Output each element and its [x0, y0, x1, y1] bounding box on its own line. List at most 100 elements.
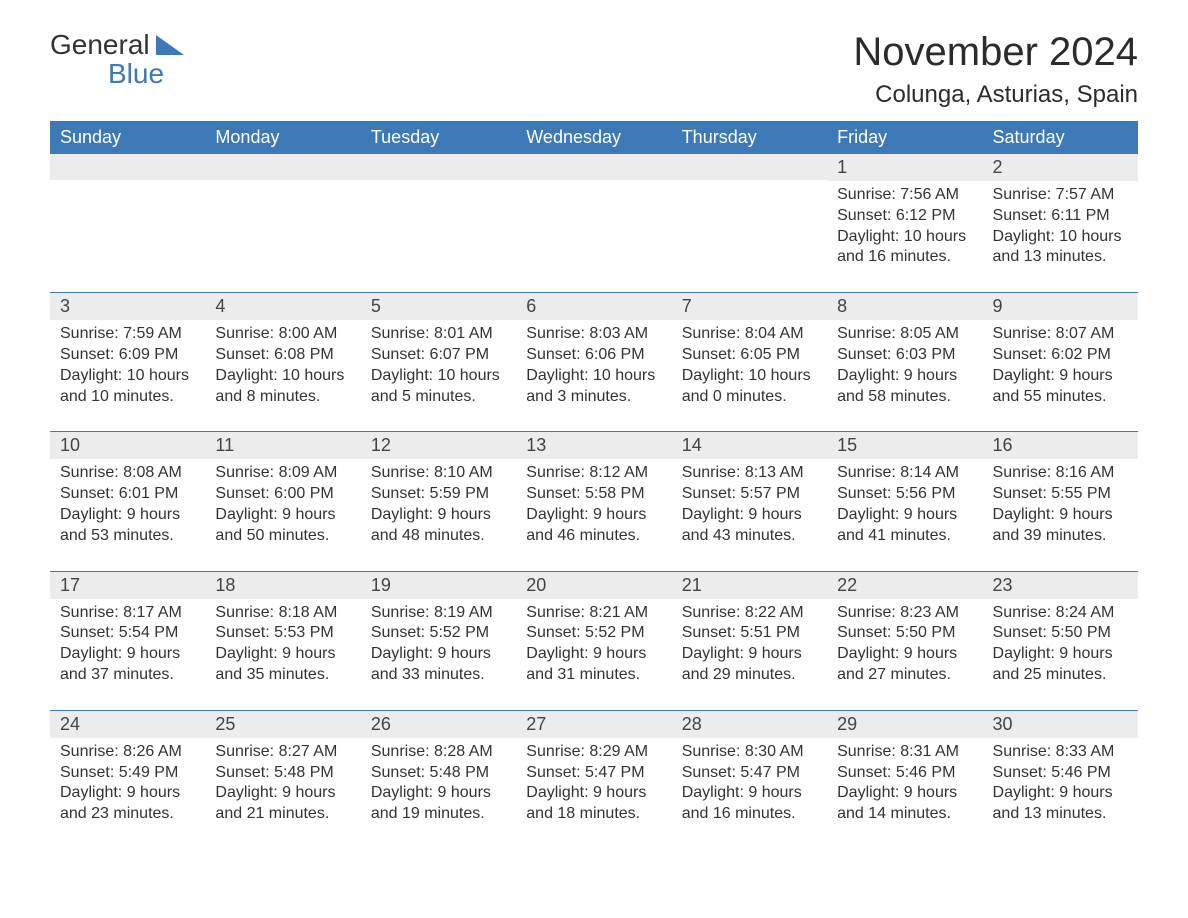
day-body: Sunrise: 7:57 AMSunset: 6:11 PMDaylight:…	[983, 181, 1138, 268]
calendar-cell: 28Sunrise: 8:30 AMSunset: 5:47 PMDayligh…	[672, 710, 827, 849]
sunrise-line: Sunrise: 8:13 AM	[682, 463, 817, 484]
logo-text-2: Blue	[50, 59, 184, 88]
sunrise-line: Sunrise: 8:12 AM	[526, 463, 661, 484]
day-header: Friday	[827, 121, 982, 154]
day-body-empty	[361, 180, 516, 260]
sunset-line: Sunset: 5:54 PM	[60, 623, 195, 644]
calendar-cell: 14Sunrise: 8:13 AMSunset: 5:57 PMDayligh…	[672, 432, 827, 571]
day-body: Sunrise: 8:16 AMSunset: 5:55 PMDaylight:…	[983, 459, 1138, 546]
daynum: 17	[50, 572, 205, 599]
header: General Blue November 2024 Colunga, Astu…	[50, 30, 1138, 109]
day-body: Sunrise: 8:26 AMSunset: 5:49 PMDaylight:…	[50, 738, 205, 825]
day-body: Sunrise: 8:17 AMSunset: 5:54 PMDaylight:…	[50, 599, 205, 686]
daylight-line: Daylight: 9 hours and 23 minutes.	[60, 783, 195, 825]
daynum: 27	[516, 711, 671, 738]
daynum: 9	[983, 293, 1138, 320]
sunset-line: Sunset: 5:46 PM	[993, 763, 1128, 784]
daynum-empty	[50, 154, 205, 180]
daylight-line: Daylight: 9 hours and 31 minutes.	[526, 644, 661, 686]
calendar-cell: 5Sunrise: 8:01 AMSunset: 6:07 PMDaylight…	[361, 293, 516, 432]
day-body: Sunrise: 8:29 AMSunset: 5:47 PMDaylight:…	[516, 738, 671, 825]
location: Colunga, Asturias, Spain	[853, 81, 1138, 109]
daylight-line: Daylight: 9 hours and 35 minutes.	[215, 644, 350, 686]
day-body-empty	[516, 180, 671, 260]
calendar-cell: 12Sunrise: 8:10 AMSunset: 5:59 PMDayligh…	[361, 432, 516, 571]
sunrise-line: Sunrise: 7:59 AM	[60, 324, 195, 345]
daynum: 22	[827, 572, 982, 599]
calendar-cell	[516, 154, 671, 293]
calendar-week-row: 24Sunrise: 8:26 AMSunset: 5:49 PMDayligh…	[50, 710, 1138, 849]
daynum: 25	[205, 711, 360, 738]
calendar-cell: 21Sunrise: 8:22 AMSunset: 5:51 PMDayligh…	[672, 571, 827, 710]
sunset-line: Sunset: 5:46 PM	[837, 763, 972, 784]
sunrise-line: Sunrise: 7:56 AM	[837, 185, 972, 206]
daylight-line: Daylight: 9 hours and 25 minutes.	[993, 644, 1128, 686]
daynum: 6	[516, 293, 671, 320]
daylight-line: Daylight: 9 hours and 19 minutes.	[371, 783, 506, 825]
daylight-line: Daylight: 10 hours and 0 minutes.	[682, 366, 817, 408]
daynum-empty	[516, 154, 671, 180]
daylight-line: Daylight: 9 hours and 39 minutes.	[993, 505, 1128, 547]
sunset-line: Sunset: 5:53 PM	[215, 623, 350, 644]
day-header: Wednesday	[516, 121, 671, 154]
calendar-week-row: 1Sunrise: 7:56 AMSunset: 6:12 PMDaylight…	[50, 154, 1138, 293]
daylight-line: Daylight: 9 hours and 14 minutes.	[837, 783, 972, 825]
sunset-line: Sunset: 5:52 PM	[526, 623, 661, 644]
sunset-line: Sunset: 5:47 PM	[526, 763, 661, 784]
calendar-cell: 24Sunrise: 8:26 AMSunset: 5:49 PMDayligh…	[50, 710, 205, 849]
sunset-line: Sunset: 5:50 PM	[993, 623, 1128, 644]
sunset-line: Sunset: 6:03 PM	[837, 345, 972, 366]
sunset-line: Sunset: 6:12 PM	[837, 206, 972, 227]
calendar-cell: 27Sunrise: 8:29 AMSunset: 5:47 PMDayligh…	[516, 710, 671, 849]
daylight-line: Daylight: 9 hours and 58 minutes.	[837, 366, 972, 408]
sunrise-line: Sunrise: 8:31 AM	[837, 742, 972, 763]
day-body: Sunrise: 8:05 AMSunset: 6:03 PMDaylight:…	[827, 320, 982, 407]
logo-triangle-icon	[156, 35, 184, 55]
daynum: 21	[672, 572, 827, 599]
sunset-line: Sunset: 6:01 PM	[60, 484, 195, 505]
sunset-line: Sunset: 6:05 PM	[682, 345, 817, 366]
day-body: Sunrise: 8:00 AMSunset: 6:08 PMDaylight:…	[205, 320, 360, 407]
calendar-cell: 2Sunrise: 7:57 AMSunset: 6:11 PMDaylight…	[983, 154, 1138, 293]
day-body-empty	[672, 180, 827, 260]
daylight-line: Daylight: 9 hours and 48 minutes.	[371, 505, 506, 547]
daynum: 11	[205, 432, 360, 459]
calendar-cell: 19Sunrise: 8:19 AMSunset: 5:52 PMDayligh…	[361, 571, 516, 710]
sunset-line: Sunset: 6:02 PM	[993, 345, 1128, 366]
day-body: Sunrise: 8:23 AMSunset: 5:50 PMDaylight:…	[827, 599, 982, 686]
daylight-line: Daylight: 9 hours and 21 minutes.	[215, 783, 350, 825]
day-body: Sunrise: 7:56 AMSunset: 6:12 PMDaylight:…	[827, 181, 982, 268]
daynum-empty	[672, 154, 827, 180]
day-header: Saturday	[983, 121, 1138, 154]
calendar-body: 1Sunrise: 7:56 AMSunset: 6:12 PMDaylight…	[50, 154, 1138, 849]
sunrise-line: Sunrise: 8:18 AM	[215, 603, 350, 624]
calendar-cell: 22Sunrise: 8:23 AMSunset: 5:50 PMDayligh…	[827, 571, 982, 710]
daylight-line: Daylight: 9 hours and 33 minutes.	[371, 644, 506, 686]
sunrise-line: Sunrise: 8:04 AM	[682, 324, 817, 345]
daynum: 1	[827, 154, 982, 181]
month-title: November 2024	[853, 30, 1138, 75]
sunset-line: Sunset: 5:55 PM	[993, 484, 1128, 505]
daynum: 23	[983, 572, 1138, 599]
day-body: Sunrise: 8:04 AMSunset: 6:05 PMDaylight:…	[672, 320, 827, 407]
sunrise-line: Sunrise: 8:28 AM	[371, 742, 506, 763]
sunrise-line: Sunrise: 8:14 AM	[837, 463, 972, 484]
sunrise-line: Sunrise: 8:09 AM	[215, 463, 350, 484]
day-body: Sunrise: 8:01 AMSunset: 6:07 PMDaylight:…	[361, 320, 516, 407]
day-header: Thursday	[672, 121, 827, 154]
sunrise-line: Sunrise: 8:07 AM	[993, 324, 1128, 345]
daynum: 20	[516, 572, 671, 599]
daylight-line: Daylight: 10 hours and 10 minutes.	[60, 366, 195, 408]
daynum: 14	[672, 432, 827, 459]
sunrise-line: Sunrise: 8:08 AM	[60, 463, 195, 484]
daylight-line: Daylight: 9 hours and 37 minutes.	[60, 644, 195, 686]
daynum: 18	[205, 572, 360, 599]
daynum: 4	[205, 293, 360, 320]
sunset-line: Sunset: 5:49 PM	[60, 763, 195, 784]
day-body: Sunrise: 8:22 AMSunset: 5:51 PMDaylight:…	[672, 599, 827, 686]
day-body: Sunrise: 8:19 AMSunset: 5:52 PMDaylight:…	[361, 599, 516, 686]
calendar-cell: 15Sunrise: 8:14 AMSunset: 5:56 PMDayligh…	[827, 432, 982, 571]
sunrise-line: Sunrise: 8:22 AM	[682, 603, 817, 624]
day-body: Sunrise: 8:13 AMSunset: 5:57 PMDaylight:…	[672, 459, 827, 546]
daynum: 5	[361, 293, 516, 320]
